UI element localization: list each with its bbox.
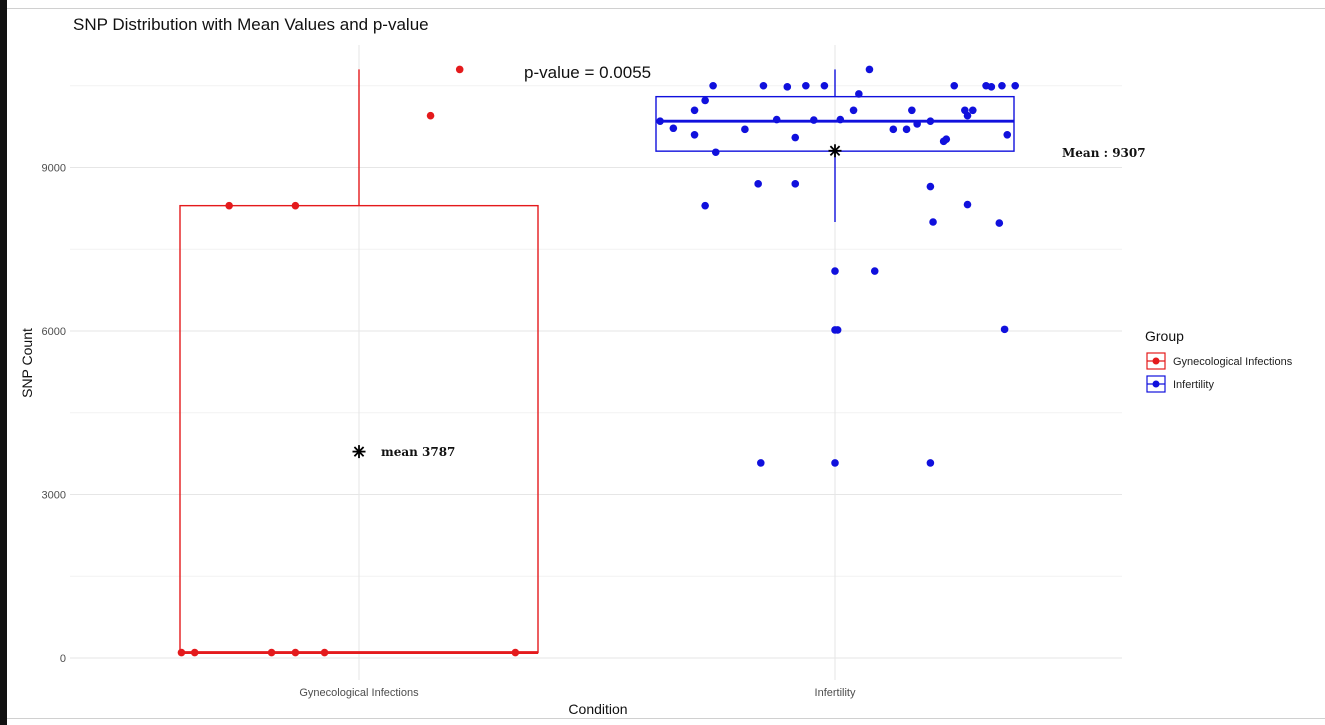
y-tick-label: 3000	[42, 490, 66, 502]
data-point	[987, 83, 996, 91]
data-point	[225, 201, 233, 210]
data-point	[511, 648, 520, 657]
box-gynecological-infections	[179, 69, 539, 654]
y-tick-label: 6000	[42, 326, 66, 338]
legend-key-gyn	[1146, 352, 1166, 370]
x-tick-labels: Gynecological Infections Infertility	[299, 687, 856, 699]
asterisk-stroke	[829, 145, 841, 157]
data-point	[849, 106, 858, 115]
data-point	[833, 326, 842, 334]
data-point	[870, 267, 879, 275]
box-plots	[179, 69, 1015, 654]
data-point	[950, 81, 959, 90]
data-point	[855, 90, 863, 98]
x-axis-title: Condition	[568, 701, 627, 717]
data-point	[926, 117, 935, 125]
data-point	[865, 65, 874, 74]
data-point	[836, 115, 845, 124]
legend-label-inf: Infertility	[1173, 379, 1214, 391]
data-point	[1011, 81, 1019, 90]
data-point	[772, 115, 781, 124]
data-point	[820, 81, 829, 90]
y-tick-label: 9000	[42, 163, 66, 175]
data-point	[759, 81, 768, 90]
data-point	[754, 180, 762, 188]
p-value-label: p-value = 0.0055	[524, 63, 651, 82]
data-point	[757, 459, 765, 467]
data-point	[267, 648, 276, 657]
data-point	[995, 219, 1004, 227]
grid-lines	[70, 45, 1122, 680]
chart-title: SNP Distribution with Mean Values and p-…	[73, 15, 429, 34]
data-point	[291, 648, 300, 657]
legend-key-inf	[1146, 375, 1166, 393]
data-point	[969, 106, 977, 115]
data-point	[709, 81, 717, 90]
left-border	[0, 0, 7, 725]
legend-label-gyn: Gynecological Infections	[1173, 356, 1293, 368]
data-point	[656, 117, 664, 125]
data-point	[1000, 325, 1009, 334]
data-point	[426, 111, 435, 120]
data-point	[701, 96, 709, 105]
data-point	[963, 200, 972, 209]
data-point	[926, 182, 935, 191]
mean-markers	[352, 144, 842, 459]
asterisk-stroke	[353, 446, 365, 457]
data-point	[926, 459, 935, 467]
mean-asterisk	[352, 445, 366, 459]
data-point	[669, 124, 678, 133]
y-axis-title: SNP Count	[19, 328, 35, 398]
data-point	[929, 218, 937, 226]
mean-gyn-label: mean 3787	[381, 445, 455, 459]
data-point	[701, 201, 709, 210]
data-point	[802, 81, 810, 90]
mean-inf-label: Mean : 9307	[1062, 146, 1146, 160]
data-point	[291, 201, 300, 210]
data-point	[177, 648, 186, 657]
data-point	[963, 111, 972, 120]
data-point	[791, 133, 800, 142]
data-point	[889, 125, 898, 134]
legend: Group Gynecological Infections Infertili…	[1145, 328, 1293, 393]
bottom-border	[7, 718, 1325, 719]
data-point	[913, 120, 921, 128]
data-point	[711, 148, 720, 157]
data-point	[690, 106, 699, 115]
data-point	[791, 180, 800, 188]
data-point	[455, 65, 464, 74]
data-point	[831, 459, 839, 467]
data-point	[902, 125, 911, 134]
data-point	[908, 106, 916, 115]
data-point	[741, 125, 749, 134]
data-point	[831, 267, 839, 275]
mean-asterisk	[828, 144, 842, 158]
x-tick-label: Infertility	[815, 687, 856, 699]
y-tick-labels: 0 3000 6000 9000	[42, 163, 66, 666]
data-point	[320, 648, 329, 657]
data-point	[690, 131, 699, 139]
data-point	[1003, 131, 1012, 139]
x-tick-label: Gynecological Infections	[299, 687, 419, 699]
legend-title: Group	[1145, 328, 1184, 344]
top-border	[7, 8, 1325, 9]
data-points	[177, 65, 1019, 657]
data-point	[998, 81, 1006, 90]
data-point	[190, 648, 199, 657]
data-point	[810, 116, 818, 124]
data-point	[783, 83, 792, 91]
data-point	[942, 135, 951, 143]
y-tick-label: 0	[60, 653, 66, 665]
